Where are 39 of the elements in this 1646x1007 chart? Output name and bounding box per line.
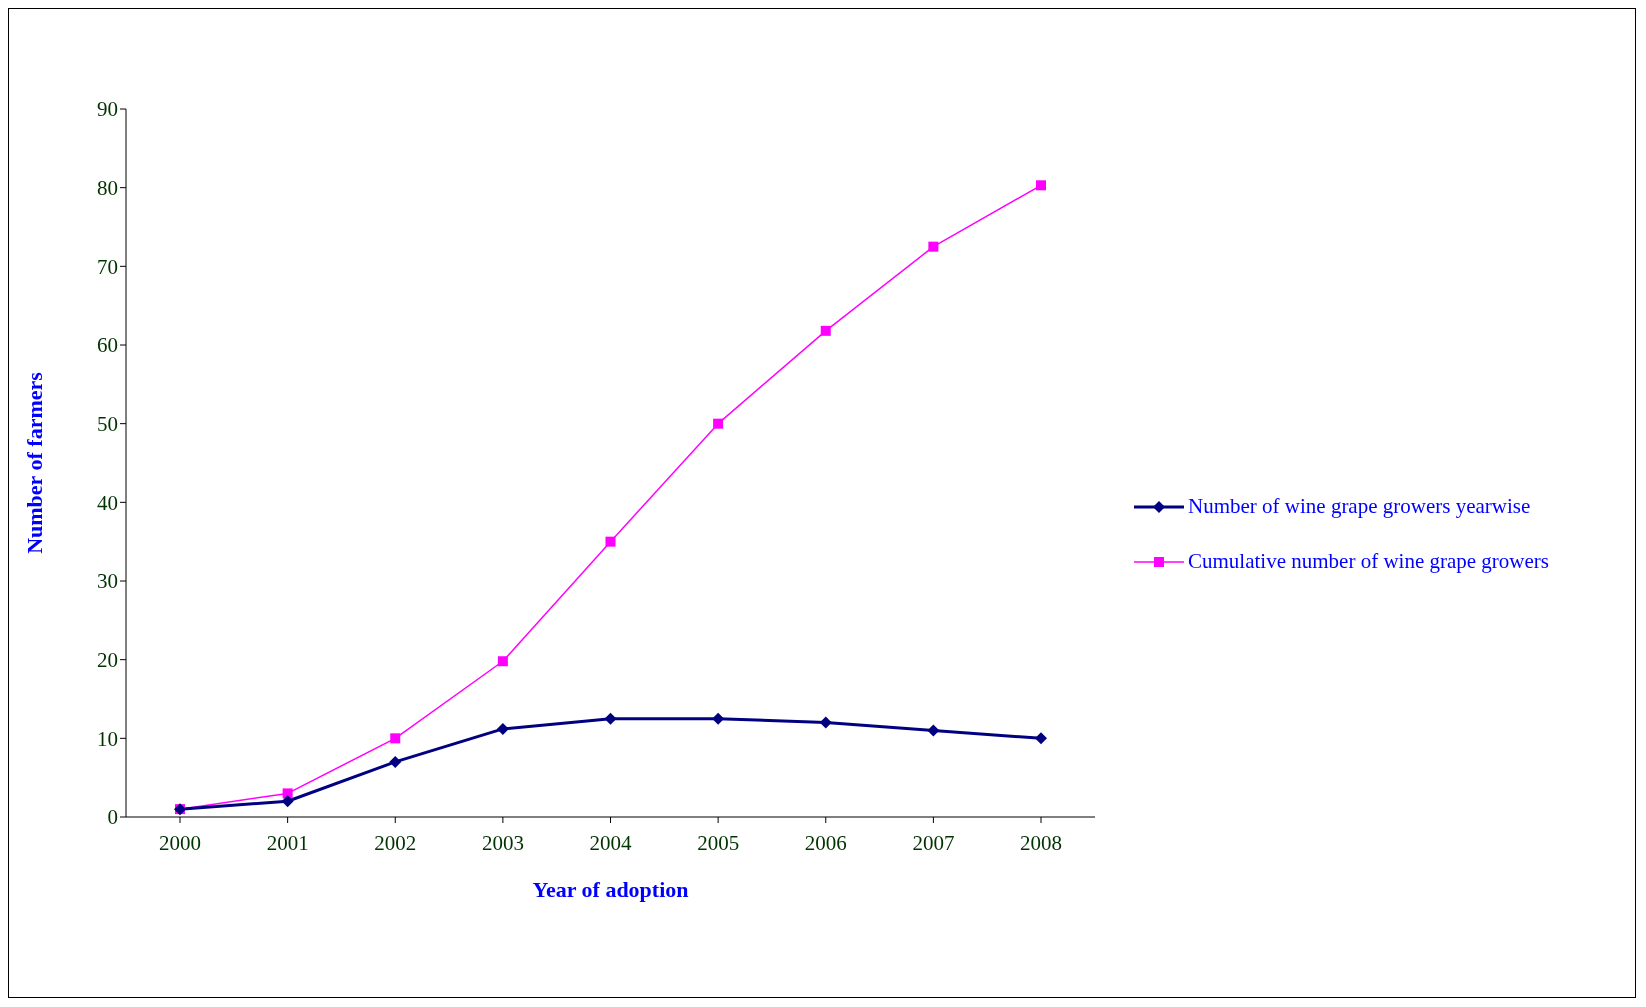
y-axis-title: Number of farmers: [21, 371, 47, 554]
y-tick-label: 10: [97, 726, 118, 751]
point: [496, 722, 509, 735]
x-tick-label: 2006: [804, 830, 847, 855]
x-tick-label: 2008: [1020, 830, 1062, 855]
x-tick-label: 2004: [589, 830, 632, 855]
x-tick-label: 2001: [266, 830, 309, 855]
point: [819, 716, 832, 729]
point: [1036, 180, 1046, 191]
legend-label: Number of wine grape growers yearwise: [1188, 494, 1531, 519]
y-tick-label: 0: [107, 805, 118, 830]
point: [605, 536, 616, 547]
point: [1035, 732, 1047, 745]
point: [820, 325, 831, 336]
x-tick-label: 2005: [697, 830, 740, 855]
y-tick-label: 40: [97, 490, 118, 515]
point: [712, 712, 725, 725]
point: [497, 656, 508, 667]
point: [604, 712, 617, 725]
x-axis-title: Year of adoption: [532, 877, 689, 902]
point: [928, 241, 939, 252]
legend-label: Cumulative number of wine grape growers: [1188, 549, 1549, 574]
point: [713, 418, 724, 429]
y-tick-label: 90: [97, 97, 118, 122]
y-tick-label: 50: [97, 412, 118, 437]
point: [281, 795, 294, 808]
x-tick-label: 2003: [481, 830, 524, 855]
point: [390, 733, 401, 744]
x-tick-label: 2002: [374, 830, 417, 855]
y-tick-label: 80: [97, 176, 118, 201]
y-tick-label: 30: [97, 569, 118, 594]
x-tick-label: 2000: [159, 830, 201, 855]
y-tick-label: 60: [97, 333, 118, 358]
point: [389, 755, 402, 768]
y-tick-label: 70: [97, 254, 118, 279]
x-tick-label: 2007: [912, 830, 955, 855]
point: [282, 788, 293, 799]
y-tick-label: 20: [97, 648, 118, 673]
point: [927, 724, 940, 737]
